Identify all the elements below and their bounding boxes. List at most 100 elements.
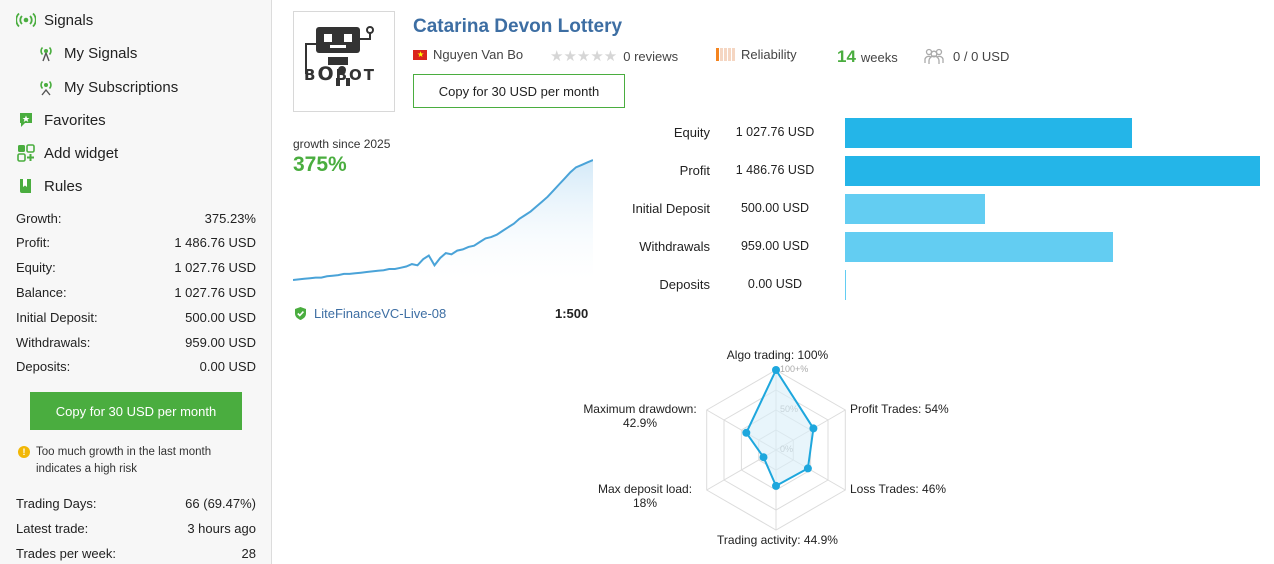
weeks: 14 weeks	[837, 47, 898, 67]
stat-label: Trading Days:	[16, 496, 97, 511]
weeks-label: weeks	[860, 49, 898, 65]
widget-icon	[16, 143, 36, 163]
radar-axis-label: Maximum drawdown: 42.9%	[575, 402, 705, 430]
radar-axis-label: Profit Trades: 54%	[850, 402, 949, 416]
radar-area	[745, 367, 815, 488]
stat-label: Profit:	[16, 235, 50, 250]
reliability: Reliability	[716, 47, 797, 62]
bar-label: Initial Deposit	[631, 201, 710, 216]
nav-add-widget-label: Add widget	[44, 144, 119, 162]
stat-label: Balance:	[16, 285, 67, 300]
nav-my-subscriptions-label: My Subscriptions	[64, 78, 179, 96]
stat-value: 500.00 USD	[185, 310, 256, 325]
radar-point	[772, 481, 780, 490]
bar[interactable]	[845, 270, 846, 300]
bar[interactable]	[845, 194, 985, 224]
bar-value: 959.00 USD	[740, 239, 810, 253]
radar-grid-label: 100+%	[780, 364, 808, 374]
stat-value: 375.23%	[204, 211, 256, 226]
rating[interactable]: ★★★★★ 0 reviews	[550, 47, 678, 65]
subscribers: 0 / 0 USD	[923, 47, 1009, 65]
growth-chart[interactable]	[293, 155, 593, 285]
stat-value: 28	[241, 546, 256, 561]
stat-label: Equity:	[16, 260, 56, 275]
radar-point	[742, 428, 751, 437]
nav-my-signals-label: My Signals	[64, 44, 138, 62]
stat-value: 0.00 USD	[199, 359, 256, 374]
subscription-icon	[36, 77, 56, 97]
stat-value: 959.00 USD	[185, 335, 256, 350]
author[interactable]: ★ Nguyen Van Bo	[413, 47, 523, 62]
sidebar: Signals My Signals My Subscriptions Favo…	[0, 0, 272, 564]
nav-favorites-label: Favorites	[44, 111, 106, 129]
bar-value: 1 486.76 USD	[735, 163, 815, 177]
radar-point	[803, 464, 812, 473]
nav-signals-label: Signals	[44, 11, 94, 29]
stat-label: Deposits:	[16, 359, 71, 374]
leverage: 1:500	[555, 306, 589, 321]
logo-text: BOBOT	[304, 63, 377, 85]
reliability-bars-icon	[716, 48, 735, 61]
nav-my-subscriptions[interactable]: My Subscriptions	[36, 77, 178, 97]
growth-line	[293, 159, 593, 281]
stat-growth: Growth: 375.23%	[16, 211, 256, 226]
stat-value: 1 486.76 USD	[174, 235, 256, 250]
nav-rules[interactable]: Rules	[16, 176, 82, 196]
radar-point	[809, 424, 818, 433]
reliability-label: Reliability	[741, 47, 797, 62]
author-name: Nguyen Van Bo	[433, 47, 524, 62]
nav-my-signals[interactable]: My Signals	[36, 43, 137, 63]
server-name: LiteFinanceVC-Live-08	[314, 306, 447, 321]
stat-initial-deposit: Initial Deposit: 500.00 USD	[16, 310, 256, 325]
radar-axis-label: Max deposit load: 18%	[585, 482, 705, 510]
sidebar-copy-button[interactable]: Copy for 30 USD per month	[30, 392, 242, 430]
stat-label: Latest trade:	[16, 521, 89, 536]
stat-label: Trades per week:	[16, 546, 116, 561]
radar-point	[759, 453, 768, 462]
book-icon	[16, 176, 36, 196]
stat-label: Withdrawals:	[16, 335, 91, 350]
bar[interactable]	[845, 118, 1132, 148]
growth-area	[293, 160, 593, 280]
warning-icon: !	[18, 446, 30, 458]
growth-value: 375%	[293, 153, 347, 176]
signal-title[interactable]: Catarina Devon Lottery	[413, 16, 623, 37]
verified-check-icon	[293, 306, 308, 321]
stat-latest-trade: Latest trade: 3 hours ago	[16, 521, 256, 536]
radar-point	[772, 366, 780, 374]
risk-warning-text: Too much growth in the last month indica…	[36, 446, 212, 475]
bar[interactable]	[845, 156, 1260, 186]
stat-profit: Profit: 1 486.76 USD	[16, 235, 256, 250]
bar[interactable]	[845, 232, 1113, 262]
stat-value: 66 (69.47%)	[185, 496, 256, 511]
nav-add-widget[interactable]: Add widget	[16, 143, 118, 163]
stat-trading-days: Trading Days: 66 (69.47%)	[16, 496, 256, 511]
broadcast-icon	[36, 43, 56, 63]
nav-rules-label: Rules	[44, 177, 83, 195]
bar-value: 0.00 USD	[747, 277, 803, 291]
header-copy-button[interactable]: Copy for 30 USD per month	[413, 74, 625, 108]
subscribers-icon	[923, 47, 945, 65]
rating-stars-icon: ★★★★★	[550, 48, 618, 65]
bar-label: Deposits	[659, 277, 710, 292]
signal-logo: BOBOT	[293, 11, 395, 112]
stat-equity: Equity: 1 027.76 USD	[16, 260, 256, 275]
vietnam-flag-icon: ★	[413, 49, 427, 60]
stat-withdrawals: Withdrawals: 959.00 USD	[16, 335, 256, 350]
reviews-count: 0 reviews	[623, 48, 679, 64]
nav-favorites[interactable]: Favorites	[16, 110, 106, 130]
server[interactable]: LiteFinanceVC-Live-08	[293, 306, 446, 321]
stat-value: 3 hours ago	[187, 521, 256, 536]
radar-axis-label: Algo trading: 100%	[726, 348, 829, 362]
radar-chart: 100+%50%0%	[706, 364, 846, 531]
radar-axis-value: 18%	[632, 496, 658, 510]
risk-warning: ! Too much growth in the last month indi…	[18, 444, 248, 478]
stat-value: 1 027.76 USD	[174, 260, 256, 275]
radar-axis-label: Trading activity: 44.9%	[717, 533, 838, 547]
bar-value: 500.00 USD	[740, 201, 810, 215]
nav-signals[interactable]: Signals	[16, 10, 93, 30]
subscribers-value: 0 / 0 USD	[953, 48, 1010, 64]
bar-value: 1 027.76 USD	[735, 125, 815, 139]
weeks-number: 14	[837, 47, 856, 66]
radar-axis-value: 42.9%	[622, 416, 658, 430]
